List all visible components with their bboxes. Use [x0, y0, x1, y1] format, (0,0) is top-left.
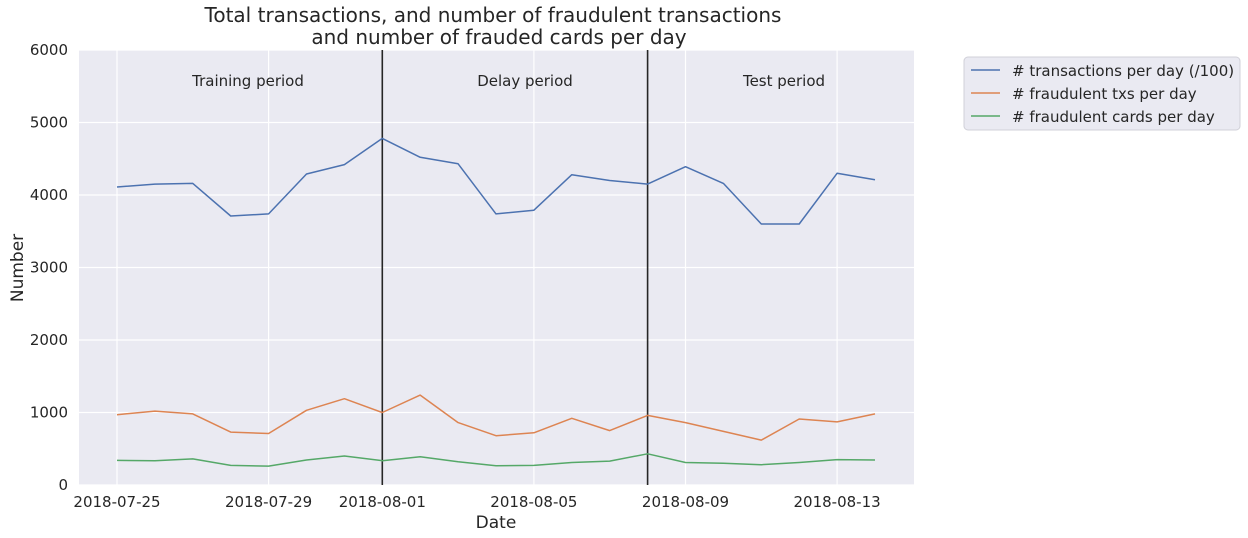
x-tick-label: 2018-08-13: [794, 493, 881, 511]
y-tick-label: 1000: [30, 404, 68, 422]
series-lines: [116, 137, 876, 467]
legend: # transactions per day (/100) # fraudule…: [963, 56, 1241, 131]
annotation-delay-period: Delay period: [477, 72, 573, 90]
x-tick-label: 2018-07-29: [225, 493, 312, 511]
y-tick-label: 4000: [30, 186, 68, 204]
x-tick-label: 2018-08-05: [490, 493, 577, 511]
legend-label-transactions: # transactions per day (/100): [1012, 62, 1234, 80]
y-tick-label: 5000: [30, 114, 68, 132]
chart-title-line1: Total transactions, and number of fraudu…: [204, 3, 782, 27]
x-tick-label: 2018-08-01: [339, 493, 426, 511]
y-axis-label: Number: [8, 234, 28, 302]
y-tick-label: 2000: [30, 331, 68, 349]
y-tick-labels: 0 1000 2000 3000 4000 5000 6000: [30, 41, 68, 494]
y-tick-label: 0: [58, 476, 68, 494]
annotation-training-period: Training period: [191, 72, 304, 90]
legend-label-fraudulent-txs: # fraudulent txs per day: [1012, 85, 1197, 103]
legend-box: [963, 56, 1241, 131]
series-line-2: [116, 453, 876, 467]
x-tick-label: 2018-08-09: [642, 493, 729, 511]
legend-label-fraudulent-cards: # fraudulent cards per day: [1012, 108, 1215, 126]
series-line-1: [116, 394, 876, 441]
y-tick-label: 3000: [30, 259, 68, 277]
x-tick-label: 2018-07-25: [73, 493, 160, 511]
x-axis-label: Date: [476, 513, 517, 533]
annotation-test-period: Test period: [742, 72, 825, 90]
series-line-0: [116, 137, 876, 225]
y-tick-label: 6000: [30, 41, 68, 59]
x-tick-labels: 2018-07-25 2018-07-29 2018-08-01 2018-08-05…: [73, 493, 880, 511]
chart-title-line2: and number of frauded cards per day: [311, 25, 686, 49]
